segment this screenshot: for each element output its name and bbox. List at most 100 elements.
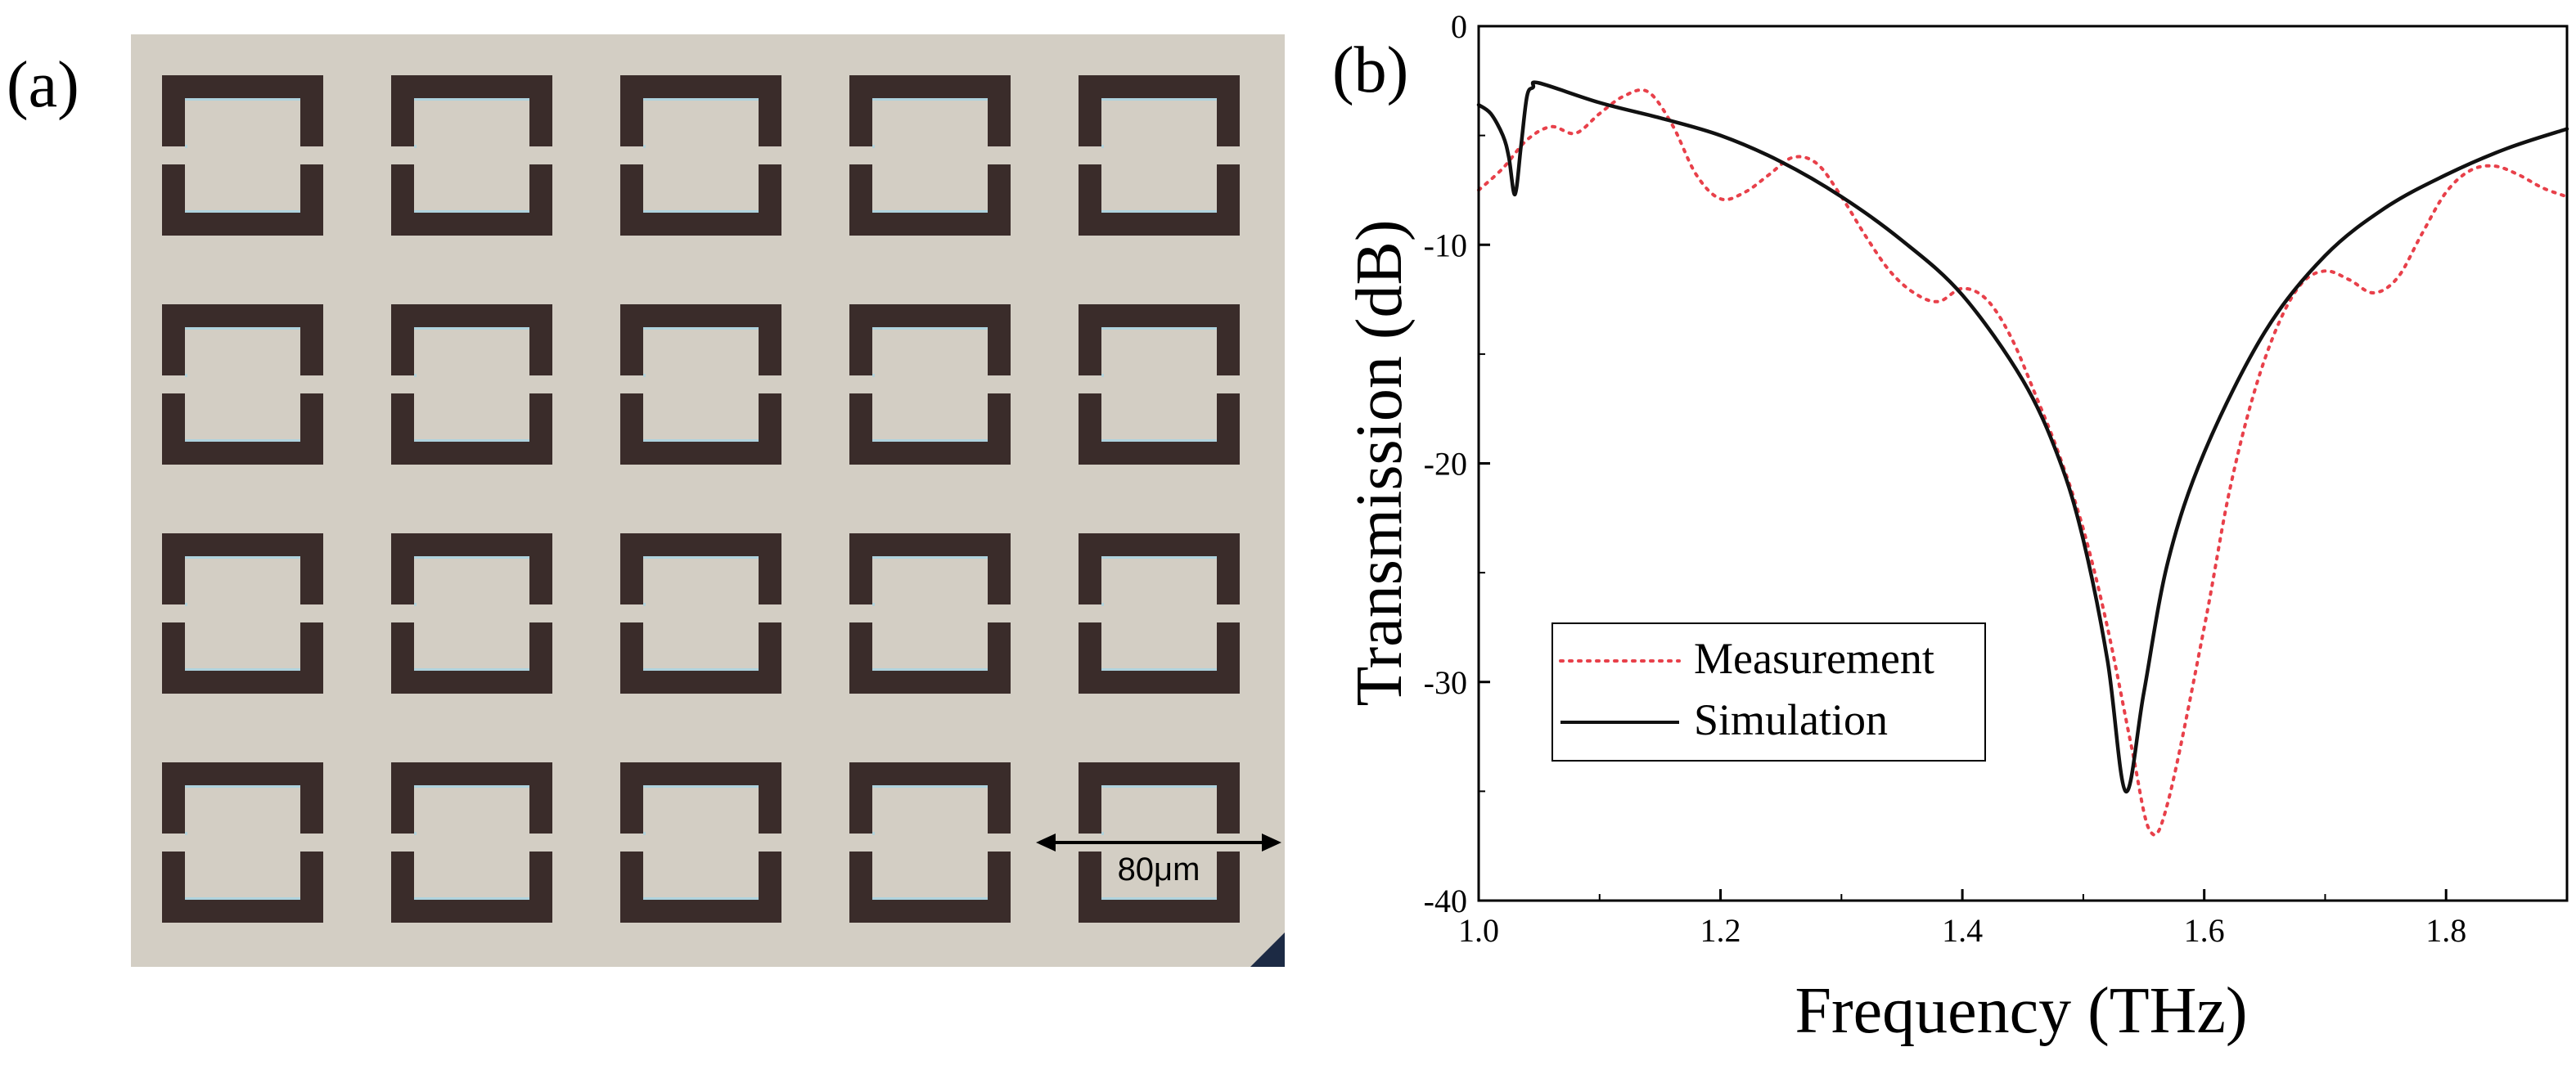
split-ring-resonator bbox=[620, 304, 781, 465]
resonator-edge-glint bbox=[1101, 897, 1217, 900]
resonator-edge-glint bbox=[872, 98, 988, 101]
resonator-bottom-half bbox=[162, 852, 323, 923]
resonator-bottom-half bbox=[391, 622, 552, 694]
legend: Measurement Simulation bbox=[1551, 622, 1986, 762]
x-tick-label: 1.0 bbox=[1458, 912, 1499, 949]
plot-frame bbox=[1477, 25, 2569, 902]
split-ring-resonator bbox=[1079, 304, 1240, 465]
srr-array bbox=[162, 75, 1240, 923]
legend-label-measurement: Measurement bbox=[1694, 634, 1934, 683]
resonator-edge-glint bbox=[872, 556, 988, 559]
resonator-bottom-half bbox=[849, 164, 1011, 236]
resonator-edge-glint bbox=[643, 145, 646, 148]
resonator-edge-glint bbox=[643, 327, 759, 330]
y-tick-label: -30 bbox=[1424, 664, 1467, 701]
resonator-edge-glint bbox=[643, 556, 759, 559]
panel-b-label: (b) bbox=[1332, 34, 1408, 106]
resonator-edge-glint bbox=[414, 327, 529, 330]
resonator-edge-glint bbox=[414, 145, 417, 148]
resonator-bottom-half bbox=[391, 852, 552, 923]
micrograph-corner-artifact bbox=[1250, 932, 1285, 967]
resonator-edge-glint bbox=[185, 145, 187, 148]
split-ring-resonator bbox=[162, 75, 323, 236]
split-ring-resonator bbox=[620, 75, 781, 236]
resonator-top-half bbox=[620, 762, 781, 834]
resonator-edge-glint bbox=[185, 832, 187, 835]
resonator-edge-glint bbox=[414, 98, 529, 101]
split-ring-resonator bbox=[162, 304, 323, 465]
series-line-measurement bbox=[1477, 88, 2569, 837]
resonator-top-half bbox=[162, 533, 323, 604]
y-axis-ticks: -40 -30 -20 -10 0 bbox=[1424, 8, 1490, 919]
split-ring-resonator bbox=[1079, 75, 1240, 236]
resonator-edge-glint bbox=[414, 556, 529, 559]
split-ring-resonator bbox=[849, 533, 1011, 694]
x-tick-label: 1.8 bbox=[2425, 912, 2466, 949]
resonator-edge-glint bbox=[643, 897, 759, 900]
resonator-edge-glint bbox=[185, 210, 300, 213]
resonator-bottom-half bbox=[849, 393, 1011, 465]
resonator-edge-glint bbox=[1101, 603, 1104, 606]
resonator-bottom-half bbox=[849, 622, 1011, 694]
resonator-top-half bbox=[162, 304, 323, 375]
resonator-edge-glint bbox=[185, 439, 300, 442]
resonator-top-half bbox=[1079, 533, 1240, 604]
resonator-edge-glint bbox=[643, 603, 646, 606]
resonator-edge-glint bbox=[1101, 327, 1217, 330]
legend-label-simulation: Simulation bbox=[1694, 695, 1888, 744]
scale-bar-left-arrow bbox=[1036, 834, 1056, 852]
split-ring-resonator bbox=[1079, 762, 1240, 923]
resonator-bottom-half bbox=[391, 164, 552, 236]
resonator-bottom-half bbox=[620, 164, 781, 236]
split-ring-resonator bbox=[1079, 533, 1240, 694]
y-tick-label: -20 bbox=[1424, 446, 1467, 483]
split-ring-resonator bbox=[391, 762, 552, 923]
resonator-bottom-half bbox=[162, 164, 323, 236]
resonator-edge-glint bbox=[185, 327, 300, 330]
resonator-top-half bbox=[1079, 762, 1240, 834]
x-axis-ticks: 1.0 1.2 1.4 1.6 1.8 bbox=[1458, 889, 2466, 949]
split-ring-resonator bbox=[162, 533, 323, 694]
resonator-edge-glint bbox=[643, 832, 646, 835]
resonator-edge-glint bbox=[872, 327, 988, 330]
resonator-edge-glint bbox=[1101, 210, 1217, 213]
resonator-edge-glint bbox=[414, 832, 417, 835]
x-tick-label: 1.2 bbox=[1700, 912, 1741, 949]
resonator-edge-glint bbox=[1101, 439, 1217, 442]
resonator-edge-glint bbox=[1101, 832, 1104, 835]
resonator-bottom-half bbox=[1079, 393, 1240, 465]
y-tick-label: -10 bbox=[1424, 227, 1467, 263]
resonator-bottom-half bbox=[620, 852, 781, 923]
split-ring-resonator bbox=[391, 304, 552, 465]
resonator-edge-glint bbox=[872, 603, 875, 606]
y-tick-label: 0 bbox=[1451, 8, 1467, 45]
split-ring-resonator bbox=[849, 75, 1011, 236]
resonator-bottom-half bbox=[162, 393, 323, 465]
resonator-top-half bbox=[391, 533, 552, 604]
resonator-top-half bbox=[1079, 75, 1240, 146]
resonator-edge-glint bbox=[643, 439, 759, 442]
resonator-top-half bbox=[849, 304, 1011, 375]
transmission-chart: -40 -30 -20 -10 0 1.0 1.2 1.4 1.6 1.8 Frequency … bbox=[1344, 8, 2569, 1047]
resonator-top-half bbox=[849, 533, 1011, 604]
resonator-edge-glint bbox=[414, 210, 529, 213]
resonator-top-half bbox=[849, 75, 1011, 146]
resonator-edge-glint bbox=[1101, 556, 1217, 559]
resonator-top-half bbox=[620, 75, 781, 146]
resonator-bottom-half bbox=[391, 393, 552, 465]
resonator-edge-glint bbox=[1101, 374, 1104, 377]
resonator-edge-glint bbox=[185, 556, 300, 559]
resonator-edge-glint bbox=[872, 439, 988, 442]
split-ring-resonator bbox=[391, 75, 552, 236]
resonator-top-half bbox=[162, 762, 323, 834]
resonator-bottom-half bbox=[1079, 852, 1240, 923]
resonator-bottom-half bbox=[849, 852, 1011, 923]
resonator-bottom-half bbox=[1079, 164, 1240, 236]
resonator-top-half bbox=[391, 762, 552, 834]
resonator-edge-glint bbox=[872, 668, 988, 671]
resonator-edge-glint bbox=[1101, 98, 1217, 101]
x-axis-label: Frequency (THz) bbox=[1795, 975, 2247, 1047]
resonator-edge-glint bbox=[185, 374, 187, 377]
resonator-edge-glint bbox=[414, 668, 529, 671]
resonator-edge-glint bbox=[872, 832, 875, 835]
